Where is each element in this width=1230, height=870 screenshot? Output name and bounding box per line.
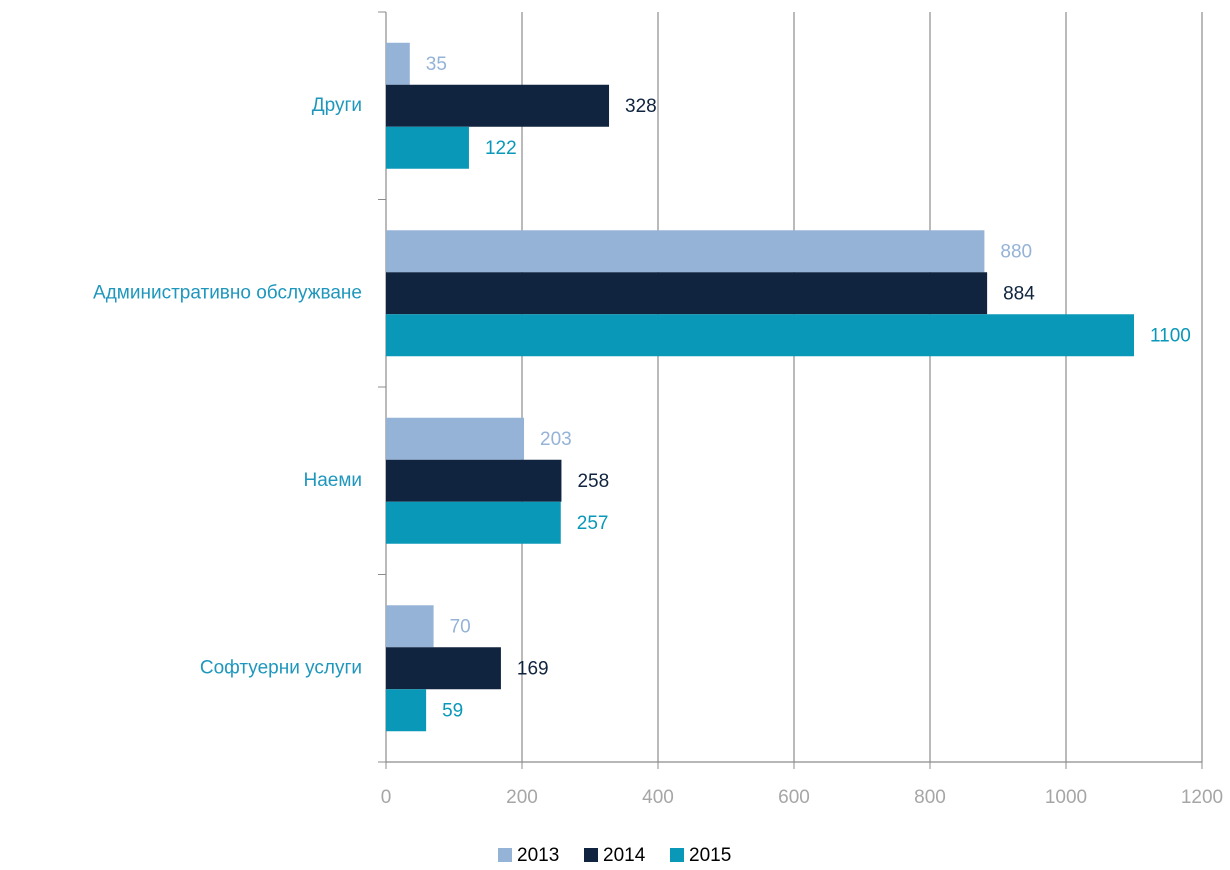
data-label: 70 — [450, 616, 471, 637]
data-label: 1100 — [1150, 325, 1191, 346]
legend-label: 2014 — [603, 845, 646, 865]
data-label: 257 — [577, 513, 609, 534]
x-tick-label: 800 — [914, 787, 946, 808]
x-tick-label: 1000 — [1045, 787, 1087, 808]
x-tick-label: 1200 — [1181, 787, 1223, 808]
bar — [386, 647, 501, 690]
bar — [386, 417, 525, 460]
bar — [386, 605, 434, 648]
data-label: 59 — [442, 700, 463, 721]
data-label: 328 — [625, 96, 657, 117]
bar — [386, 689, 427, 732]
legend-label: 2015 — [689, 845, 731, 865]
legend-swatch — [498, 848, 512, 862]
bar — [386, 84, 610, 127]
bar — [386, 42, 410, 85]
data-label: 884 — [1003, 283, 1035, 304]
bar — [386, 459, 562, 502]
y-tick-label: Административно обслужване — [93, 282, 362, 303]
bar — [386, 272, 988, 315]
x-tick-label: 0 — [381, 787, 392, 808]
x-tick-label: 200 — [506, 787, 538, 808]
x-tick-label: 600 — [778, 787, 810, 808]
y-tick-label: Наеми — [303, 470, 362, 491]
data-label: 122 — [485, 138, 517, 159]
y-tick-label: Софтуерни услуги — [200, 657, 362, 678]
data-label: 35 — [426, 54, 447, 75]
x-tick-label: 400 — [642, 787, 674, 808]
data-label: 880 — [1000, 241, 1032, 262]
data-label: 258 — [577, 471, 609, 492]
data-label: 203 — [540, 429, 572, 450]
bar — [386, 230, 985, 273]
y-tick-label: Други — [312, 95, 362, 116]
legend-swatch — [670, 848, 684, 862]
bar — [386, 126, 469, 169]
bar — [386, 314, 1134, 357]
legend-swatch — [584, 848, 598, 862]
data-label: 169 — [517, 658, 549, 679]
legend-label: 2013 — [517, 845, 559, 865]
bar — [386, 501, 561, 544]
